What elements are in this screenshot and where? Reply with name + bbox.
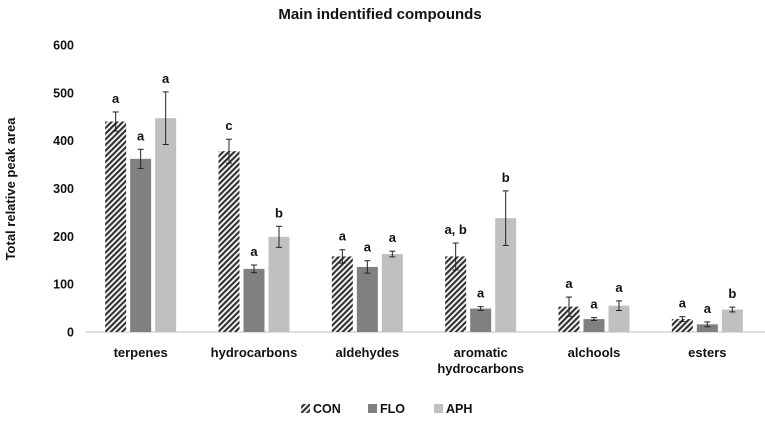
y-axis-ticks: 0 100 200 300 400 500 600 [53, 39, 74, 340]
error-bar [477, 306, 484, 311]
error-bar [137, 148, 144, 169]
y-tick-label: 300 [53, 182, 74, 196]
bar-con [331, 256, 353, 332]
bars [105, 118, 743, 333]
legend-item-con: CON [301, 402, 341, 416]
category-label: esters [688, 345, 726, 360]
error-bar [364, 260, 371, 274]
legend-item-flo: FLO [368, 402, 405, 416]
error-bar [112, 111, 119, 132]
error-bar [591, 317, 597, 322]
y-tick-label: 100 [53, 278, 74, 292]
bar-con [671, 319, 693, 332]
y-tick-label: 500 [53, 86, 74, 100]
y-tick-label: 600 [53, 39, 74, 53]
error-bar [704, 321, 711, 328]
significance-label: b [728, 286, 736, 301]
error-bar [276, 225, 282, 248]
bar-flo [583, 319, 605, 332]
legend-label: FLO [380, 402, 405, 416]
legend: CON FLO APH [301, 402, 472, 416]
error-bar [566, 296, 572, 317]
significance-label: a [250, 244, 258, 259]
significance-label: a [364, 240, 372, 255]
significance-labels: a a a c a b a a a a, b a b a a a a a b [112, 71, 736, 316]
significance-label: a [615, 280, 623, 295]
significance-label: a [565, 276, 573, 291]
significance-label: b [502, 170, 510, 185]
error-bars [112, 91, 736, 328]
significance-label: a [339, 229, 347, 244]
significance-label: a [389, 230, 397, 245]
legend-swatch [301, 404, 310, 413]
category-label: aldehydes [336, 345, 400, 360]
error-bar [162, 91, 169, 145]
bar-flo [470, 308, 492, 332]
significance-label: a [679, 296, 687, 311]
bar-flo [130, 158, 152, 332]
significance-label: a [112, 91, 120, 106]
bar-aph [608, 305, 630, 332]
error-bar [251, 264, 257, 274]
category-labels: terpenes hydrocarbons aldehydes aromatic hyd… [114, 345, 727, 376]
y-tick-label: 400 [53, 134, 74, 148]
bar-aph [721, 309, 743, 332]
y-tick-label: 200 [53, 230, 74, 244]
significance-label: a [477, 286, 485, 301]
significance-label: a [137, 128, 145, 143]
legend-label: CON [313, 402, 341, 416]
bar-con [105, 121, 127, 333]
category-label: alchools [568, 345, 621, 360]
significance-label: c [225, 118, 232, 133]
category-label: terpenes [114, 345, 168, 360]
bar-aph [495, 218, 517, 332]
bar-flo [696, 324, 718, 332]
legend-label: APH [446, 402, 472, 416]
category-label: hydrocarbons [211, 345, 298, 360]
bar-aph [381, 254, 403, 332]
error-bar [616, 300, 622, 311]
significance-label: a [704, 301, 712, 316]
y-tick-label: 0 [67, 326, 74, 340]
y-axis-label: Total relative peak area [3, 117, 18, 261]
legend-swatch [434, 404, 443, 413]
error-bar [389, 250, 396, 258]
significance-label: a [162, 71, 170, 86]
error-bar [502, 190, 509, 246]
bar-aph [155, 118, 177, 332]
error-bar [679, 316, 686, 322]
legend-swatch [368, 404, 377, 413]
error-bar [226, 138, 232, 164]
bar-con [558, 306, 580, 332]
error-bar [452, 242, 459, 271]
bar-con [218, 151, 240, 332]
bar-flo [356, 266, 378, 332]
bar-aph [268, 236, 290, 332]
bar-con [445, 256, 467, 332]
error-bar [339, 249, 346, 264]
legend-item-aph: APH [434, 402, 472, 416]
chart-title: Main indentified compounds [278, 6, 481, 23]
significance-label: a, b [444, 222, 466, 237]
significance-label: b [275, 205, 283, 220]
error-bar [729, 306, 736, 313]
bar-flo [243, 268, 265, 332]
significance-label: a [590, 297, 598, 312]
category-label: aromatic hydrocarbons [437, 345, 524, 376]
